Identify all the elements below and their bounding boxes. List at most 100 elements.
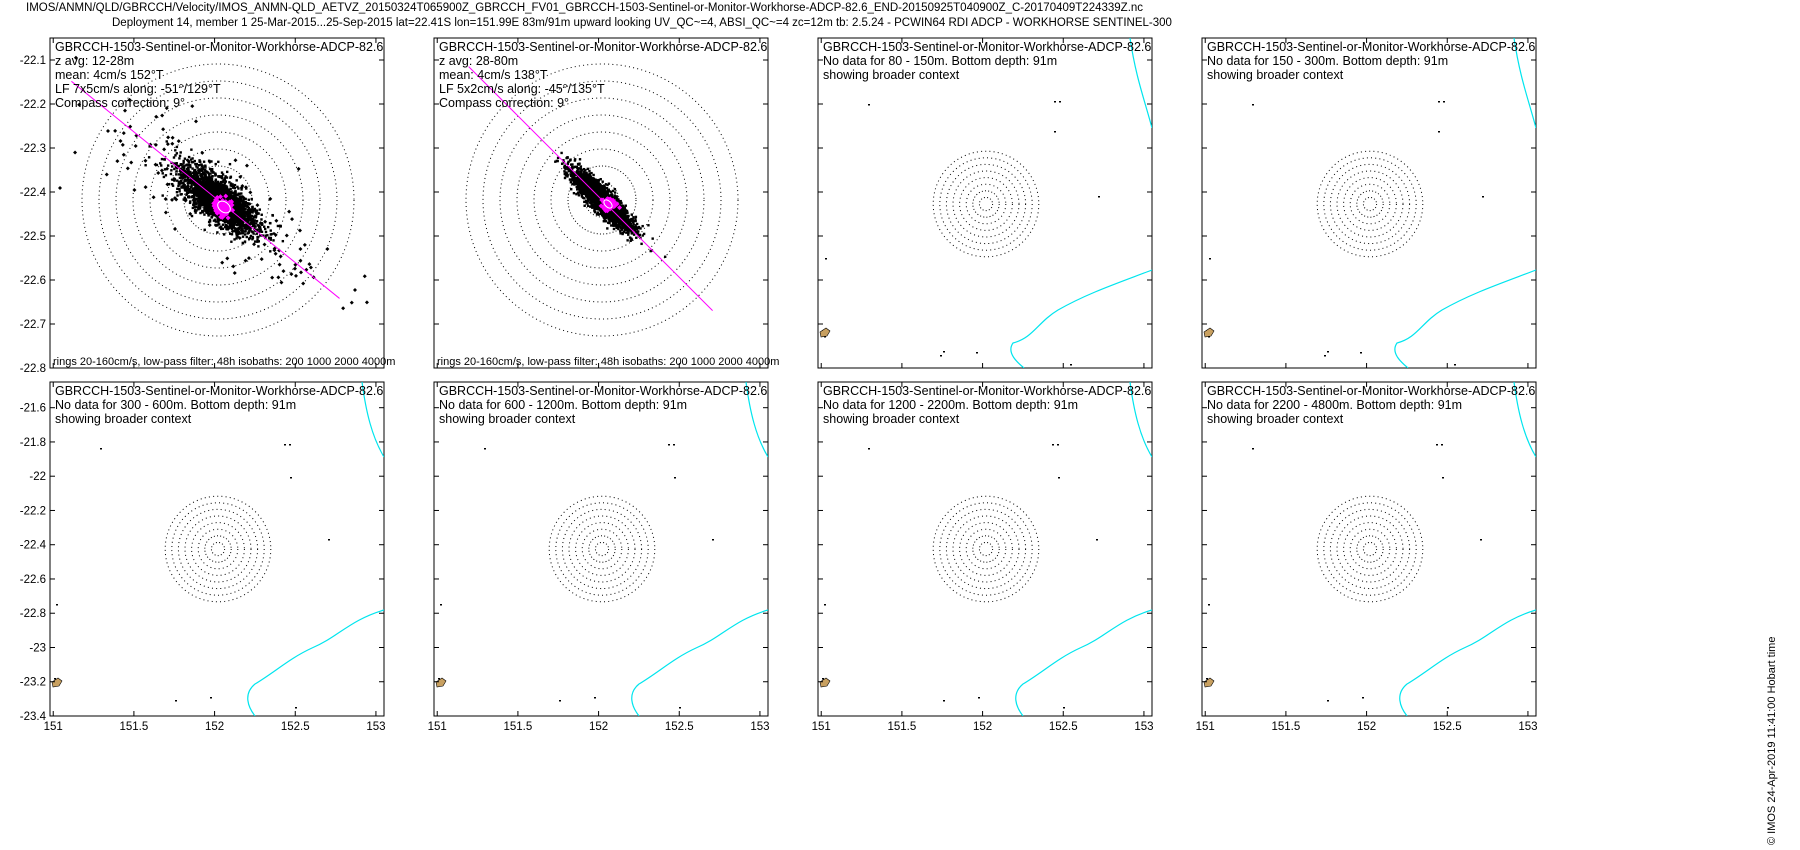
velocity-ring [1349, 528, 1391, 570]
x-tick-label: 153 [1518, 721, 1537, 733]
velocity-ring [945, 508, 1027, 590]
reef-marker [1203, 327, 1215, 338]
velocity-ring [575, 522, 629, 576]
velocity-ring [972, 535, 1000, 563]
velocity-ring [132, 114, 304, 286]
y-tick-label: -22.8 [20, 363, 46, 375]
coastline [1394, 38, 1536, 368]
coastline [1010, 38, 1152, 368]
y-tick-label: -22.4 [20, 187, 47, 199]
variance-ellipse [217, 200, 231, 214]
velocity-ring [516, 114, 688, 286]
x-tick-label: 151.5 [120, 721, 149, 733]
y-tick-label: -22.2 [20, 99, 46, 111]
velocity-ring [1329, 163, 1411, 245]
low-pass-velocity-points [211, 193, 236, 221]
low-pass-velocity-points [598, 196, 623, 214]
panel-info-line: showing broader context [823, 412, 960, 426]
x-tick-label: 151.5 [1272, 721, 1301, 733]
velocity-ring [1362, 541, 1378, 557]
panel-info-line: No data for 150 - 300m. Bottom depth: 91… [1207, 54, 1448, 68]
panel-info-line: showing broader context [823, 68, 960, 82]
reef-marker [825, 258, 827, 260]
y-tick-label: -23 [29, 642, 46, 654]
reef-marker [1252, 104, 1254, 106]
reef-marker [1438, 131, 1440, 133]
panel-3: GBRCCH-1503-Sentinel-or-Monitor-Workhors… [817, 37, 1153, 369]
coastline [631, 382, 768, 716]
panel-frame [433, 381, 769, 717]
velocity-ring [952, 515, 1020, 583]
velocity-ring [164, 495, 272, 603]
y-tick-label: -23.4 [20, 711, 47, 723]
panel-plot-area [465, 63, 739, 337]
velocity-ring [555, 502, 649, 596]
reef-marker [1480, 539, 1482, 541]
panel-title: GBRCCH-1503-Sentinel-or-Monitor-Workhors… [1207, 384, 1535, 398]
y-tick-label: -22.1 [20, 55, 46, 67]
reef-marker [1054, 101, 1056, 103]
velocity-ring [548, 495, 656, 603]
x-tick-label: 152 [205, 721, 224, 733]
outlier-point [353, 288, 357, 292]
y-tick-label: -23.2 [20, 677, 46, 689]
reef-marker [1096, 539, 1098, 541]
velocity-ring [1343, 522, 1397, 576]
velocity-ring [1356, 190, 1384, 218]
x-tick-label: 152.5 [281, 721, 310, 733]
x-tick-label: 151 [1196, 721, 1215, 733]
panel-info-line: mean: 4cm/s 138°T [439, 68, 548, 82]
reef-marker [290, 477, 292, 479]
velocity-ring [115, 97, 321, 303]
panel-4: GBRCCH-1503-Sentinel-or-Monitor-Workhors… [1201, 37, 1537, 369]
panel-frame [817, 381, 1153, 717]
velocity-ring [533, 131, 671, 269]
panel-1: GBRCCH-1503-Sentinel-or-Monitor-Workhors… [20, 37, 395, 375]
y-tick-label: -22.2 [20, 505, 46, 517]
reef-marker [1057, 444, 1059, 446]
x-tick-label: 151 [44, 721, 63, 733]
panel-info-line: No data for 80 - 150m. Bottom depth: 91m [823, 54, 1057, 68]
y-tick-label: -21.8 [20, 437, 46, 449]
y-tick-label: -22.3 [20, 143, 46, 155]
reef-marker [328, 539, 330, 541]
reef-marker [1203, 677, 1215, 688]
reef-marker [1208, 604, 1210, 606]
reef-marker [1098, 196, 1100, 198]
reef-marker [1443, 101, 1445, 103]
panel-title: GBRCCH-1503-Sentinel-or-Monitor-Workhors… [823, 384, 1151, 398]
x-tick-label: 152.5 [665, 721, 694, 733]
velocity-ring [550, 148, 654, 252]
panel-info-line: Compass correction: 9° [55, 96, 185, 110]
velocity-ring [932, 150, 1040, 258]
velocity-ring [588, 535, 616, 563]
panel-title: GBRCCH-1503-Sentinel-or-Monitor-Workhors… [439, 384, 767, 398]
reef-marker [1360, 352, 1362, 354]
velocity-ring [1356, 535, 1384, 563]
panel-info-line: showing broader context [1207, 68, 1344, 82]
reef-marker [56, 604, 58, 606]
panel-7: GBRCCH-1503-Sentinel-or-Monitor-Workhors… [812, 381, 1154, 733]
velocity-ring [568, 515, 636, 583]
velocity-ring [184, 515, 252, 583]
reef-marker [1362, 697, 1364, 699]
panel-info-line: showing broader context [55, 412, 192, 426]
panel-info-line: No data for 2200 - 4800m. Bottom depth: … [1207, 398, 1462, 412]
panel-info-line: z avg: 12-28m [55, 54, 134, 68]
reef-marker [978, 697, 980, 699]
reef-marker [1324, 355, 1326, 357]
reef-marker [1058, 477, 1060, 479]
velocity-ring [1316, 495, 1424, 603]
reef-marker [1442, 477, 1444, 479]
reef-marker [100, 448, 102, 450]
along-axis-line [468, 66, 713, 311]
velocity-ring [1323, 157, 1417, 251]
panel-info-line: LF 7x5cm/s along: -51°/129°T [55, 82, 221, 96]
coastline [1399, 382, 1536, 716]
panel-info-line: No data for 300 - 600m. Bottom depth: 91… [55, 398, 296, 412]
panel-plot-area [1203, 382, 1536, 716]
reef-marker [559, 700, 561, 702]
velocity-ring [98, 80, 338, 320]
panel-5: GBRCCH-1503-Sentinel-or-Monitor-Workhors… [20, 381, 386, 733]
reef-marker [1441, 444, 1443, 446]
